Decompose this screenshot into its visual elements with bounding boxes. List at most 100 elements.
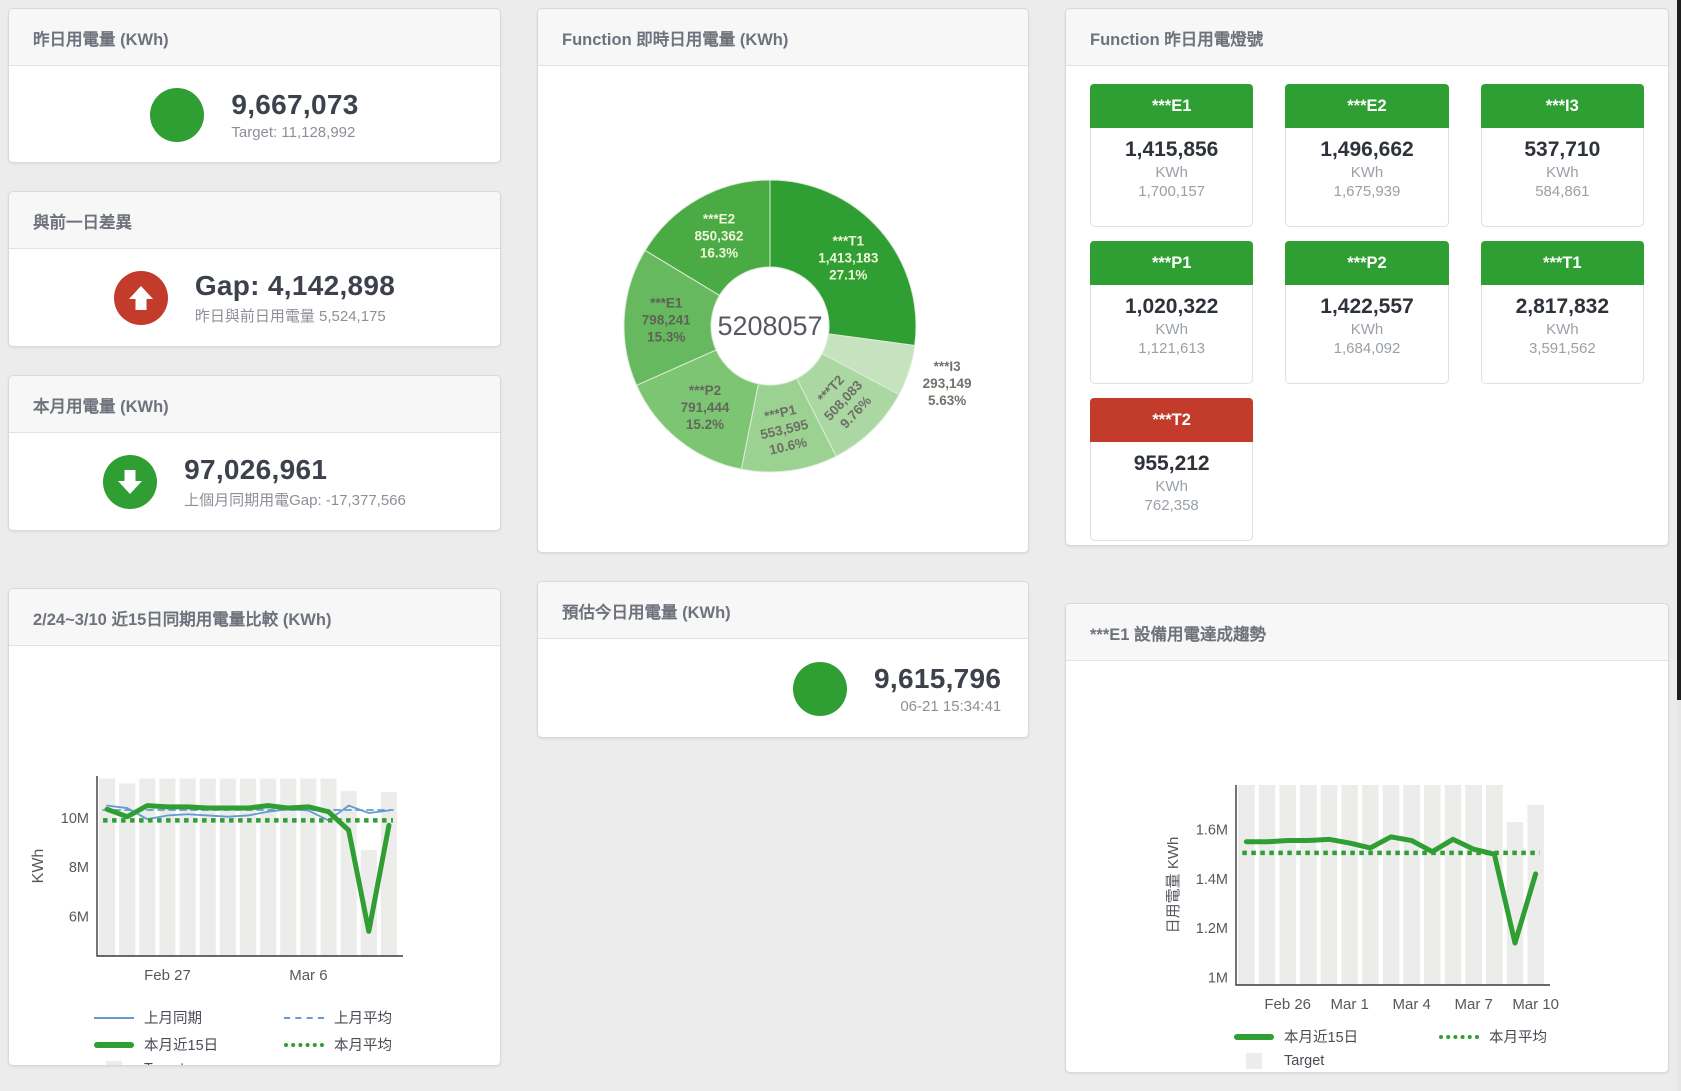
tile-value: 2,817,832 (1515, 295, 1610, 318)
donut-slice-P2 (635, 349, 759, 470)
card-compare-chart: 2/24~3/10 近15日同期用電量比較 (KWh) 6M 8M 10M Feb 2… (8, 588, 501, 1066)
donut-slice-label: ***E1 798,241 15.3% (642, 295, 691, 344)
card-lights-title: Function 昨日用電燈號 (1066, 9, 1668, 66)
target-bar (139, 778, 156, 956)
card-estimate-title: 預估今日用電量 (KWh) (538, 582, 1028, 639)
tile-value: 1,496,662 (1320, 138, 1414, 161)
estimate-timestamp: 06-21 15:34:41 (900, 697, 1002, 715)
target-bar (1465, 785, 1482, 985)
target-bar (1341, 785, 1358, 985)
tile-sub-value: 3,591,562 (1528, 340, 1596, 357)
legend-item: 本月平均 (284, 1034, 500, 1055)
tile-label: ***P2 (1285, 241, 1449, 285)
legend-item: 上月平均 (284, 1007, 500, 1028)
series-上月同期 (106, 804, 390, 822)
target-bar (360, 849, 377, 956)
status-tile-T2: ***T2 955,212 KWh 762,358 (1090, 398, 1254, 541)
tile-unit: KWh (1350, 164, 1384, 181)
yesterday-target: Target: 11,128,992 (231, 123, 356, 141)
legend-item: Target (1234, 1053, 1439, 1069)
stat-text: 9,615,796 06-21 15:34:41 (874, 663, 1001, 715)
tile-sub-value: 1,121,613 (1138, 340, 1206, 357)
x-tick-label: Mar 6 (289, 967, 327, 984)
target-bar (280, 778, 297, 956)
month-gap-sub: 上個月同期用電Gap: -17,377,566 (184, 492, 406, 509)
target-bar (1238, 785, 1255, 985)
card-month-body: 97,026,961 上個月同期用電Gap: -17,377,566 (9, 433, 500, 530)
target-bar (1382, 785, 1400, 985)
target-bar (99, 778, 116, 956)
tile-value: 537,710 (1524, 138, 1601, 161)
tile-label: ***T2 (1090, 398, 1254, 442)
lights-tile-grid: ***E1 1,415,856 KWh 1,700,157 ***E2 1,496,662… (1066, 66, 1668, 545)
green-status-circle-icon (150, 87, 205, 142)
legend-item: 本月近15日 (1234, 1026, 1439, 1047)
status-tile-P1: ***P1 1,020,322 KWh 1,121,613 (1090, 241, 1254, 384)
series-本月近15日 (104, 803, 392, 934)
tile-label: ***E1 (1090, 84, 1254, 128)
tile-sub-value: 1,700,157 (1138, 183, 1206, 200)
day-gap-sub: 昨日與前日用電量 5,524,175 (194, 308, 386, 325)
down-arrow-icon (103, 455, 158, 509)
tile-unit: KWh (1546, 164, 1579, 181)
target-bar (300, 778, 317, 956)
y-axis-title: KWh (30, 849, 47, 884)
tile-value: 1,422,557 (1320, 295, 1414, 318)
tile-value: 955,212 (1133, 452, 1210, 475)
donut-slice-E2 (644, 179, 771, 297)
y-tick-label: 1.4M (1196, 872, 1228, 888)
y-tick-label: 1.2M (1196, 921, 1228, 937)
tile-unit: KWh (1155, 321, 1188, 338)
status-tile-E2: ***E2 1,496,662 KWh 1,675,939 (1285, 84, 1449, 227)
legend-label: 上月同期 (144, 1011, 202, 1027)
donut-slice-label: ***P1553,59510.6% (755, 400, 814, 459)
up-arrow-icon (113, 271, 168, 325)
legend-label: 本月平均 (334, 1038, 392, 1054)
card-month-title: 本月用電量 (KWh) (9, 376, 500, 433)
legend-item: Target (94, 1061, 284, 1065)
card-day-gap: 與前一日差異 Gap: 4,142,898 昨日與前日用電量 5,524,175 (8, 191, 501, 347)
x-tick-label: Mar 7 (1454, 996, 1492, 1013)
tile-sub-value: 762,358 (1144, 497, 1199, 514)
target-bar (179, 778, 196, 956)
card-day-gap-body: Gap: 4,142,898 昨日與前日用電量 5,524,175 (9, 249, 500, 346)
tile-label: ***I3 (1480, 84, 1644, 128)
target-bar (1258, 785, 1276, 985)
target-bar (1444, 785, 1462, 985)
green-status-circle-icon (793, 661, 847, 716)
target-bar (340, 790, 357, 956)
tile-sub-value: 1,684,092 (1333, 340, 1401, 357)
chart-axes (1235, 785, 1550, 986)
donut-slice-label: ***E2 850,362 16.3% (695, 211, 744, 260)
e1-trend-line-chart: 1M 1.2M 1.4M 1.6M Feb 26 Mar 1 Mar 4 Mar 7 Mar 1… (1165, 785, 1559, 1013)
y-tick-label: 8M (69, 860, 89, 876)
y-tick-label: 10M (61, 811, 89, 827)
donut-chart-body: ***T1 1,413,183 27.1% ***I3 293,149 5.63% ***T… (538, 66, 1028, 552)
legend-label: Target (1284, 1053, 1325, 1069)
donut-slice-label: ***I3 293,149 5.63% (923, 359, 972, 408)
tile-unit: KWh (1350, 321, 1384, 338)
scrollbar-thumb[interactable] (1677, 0, 1681, 700)
target-bar (239, 778, 257, 956)
legend-dotted-swatch (284, 1042, 324, 1047)
x-tick-label: Feb 27 (144, 967, 191, 984)
x-tick-label: Mar 1 (1330, 996, 1368, 1013)
target-bar (380, 792, 397, 956)
donut-slice-E1 (623, 249, 721, 386)
compare-chart-body: 6M 8M 10M Feb 27 Mar 6 KWh 上月同期 上月平均 本月近15日 本月平均… (9, 646, 500, 1065)
donut-slice-T1 (769, 179, 917, 347)
scrollbar-track[interactable] (1677, 0, 1681, 1091)
status-tile-I3: ***I3 537,710 KWh 584,861 (1480, 84, 1644, 227)
stat-text: Gap: 4,142,898 昨日與前日用電量 5,524,175 (195, 270, 395, 326)
target-bar (320, 778, 337, 956)
status-tile-P2: ***P2 1,422,557 KWh 1,684,092 (1285, 241, 1449, 384)
card-month-usage: 本月用電量 (KWh) 97,026,961 上個月同期用電Gap: -17,3… (8, 375, 501, 531)
stat-text: 9,667,073 Target: 11,128,992 (231, 89, 358, 141)
y-tick-label: 1.6M (1196, 822, 1228, 838)
legend-line-swatch (94, 1016, 134, 1019)
tile-value: 1,020,322 (1124, 295, 1219, 318)
x-tick-label: Mar 4 (1392, 996, 1430, 1013)
right-column: Function 昨日用電燈號 ***E1 1,415,856 KWh 1,700,1… (1065, 8, 1669, 1083)
